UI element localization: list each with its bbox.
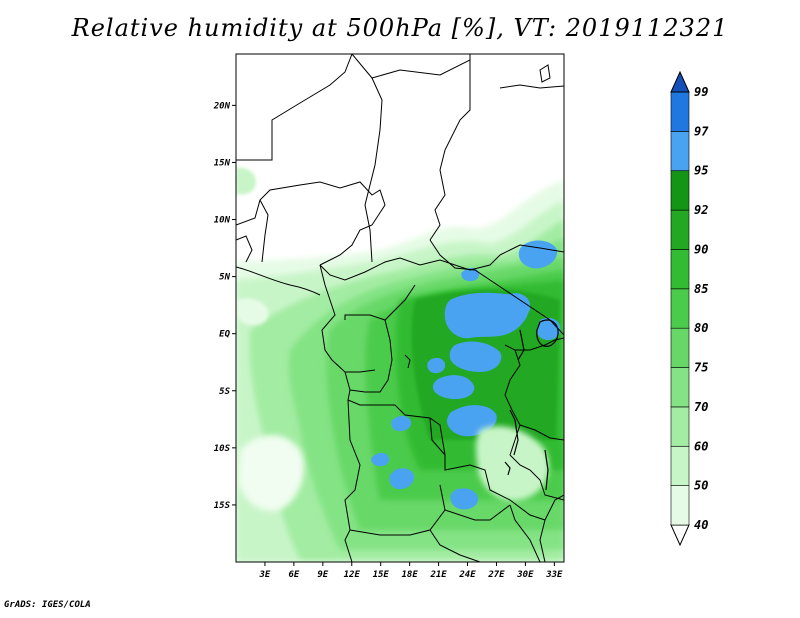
lon-tick-label: 21E [429, 570, 447, 580]
colorbar-label: 80 [694, 321, 708, 335]
colorbar-label: 70 [694, 400, 708, 414]
lat-tick-label: 15N [214, 158, 231, 168]
colorbar-bottom-arrow [670, 524, 690, 547]
colorbar-label: 97 [694, 124, 709, 138]
credit-text: GrADS: IGES/COLA [4, 600, 91, 610]
colorbar-label: 60 [694, 439, 708, 453]
colorbar-label: 50 [694, 479, 708, 493]
lon-tick-label: 27E [487, 570, 505, 580]
country-borders [236, 54, 564, 562]
colorbar-segment [670, 249, 690, 290]
colorbar-segment [670, 91, 690, 132]
map-frame [235, 53, 565, 563]
colorbar-segment [670, 288, 690, 329]
lon-tick-label: 3E [259, 570, 271, 580]
colorbar-segment [670, 131, 690, 172]
lon-tick-label: 9E [317, 570, 328, 580]
longitude-axis: 3E 6E 9E 12E 15E 18E 21E 24E 27E 30E 33E [259, 562, 563, 580]
colorbar-segment [670, 406, 690, 447]
lon-tick-label: 15E [373, 570, 390, 580]
lat-tick-label: 15S [214, 501, 231, 511]
map-title: Relative humidity at 500hPa [%], VT: 201… [71, 14, 729, 42]
lat-tick-label: 20N [213, 101, 231, 111]
lat-tick-label: 5N [219, 273, 230, 283]
lat-tick-label: 10N [214, 216, 231, 226]
lakes [504, 319, 559, 491]
colorbar-segment [670, 485, 690, 526]
colorbar-label: 92 [694, 203, 708, 217]
colorbar-label: 85 [694, 282, 708, 296]
lon-tick-label: 30E [516, 570, 534, 580]
colorbar-label: 40 [694, 518, 708, 532]
lat-tick-label: 10S [214, 444, 231, 454]
colorbar-label: 99 [694, 85, 708, 99]
humidity-field [236, 54, 564, 562]
colorbar-segment [670, 367, 690, 408]
latitude-axis: 20N 15N 10N 5N EQ 5S 10S 15S [213, 101, 236, 511]
colorbar-label: 95 [694, 164, 708, 178]
lon-tick-label: 18E [402, 570, 419, 580]
colorbar-segment [670, 209, 690, 250]
lat-tick-label: EQ [219, 330, 230, 340]
colorbar-label: 90 [694, 242, 708, 256]
colorbar-top-arrow [670, 70, 690, 93]
lon-tick-label: 24E [458, 570, 476, 580]
colorbar-segment [670, 445, 690, 486]
colorbar-label: 75 [694, 361, 708, 375]
lon-tick-label: 33E [545, 570, 563, 580]
colorbar-segment [670, 170, 690, 211]
colorbar: 40 50 60 70 75 80 85 90 92 95 97 99 [670, 70, 709, 547]
lon-tick-label: 6E [288, 570, 299, 580]
lon-tick-label: 12E [344, 570, 361, 580]
lat-tick-label: 5S [219, 387, 230, 397]
colorbar-segment [670, 327, 690, 368]
